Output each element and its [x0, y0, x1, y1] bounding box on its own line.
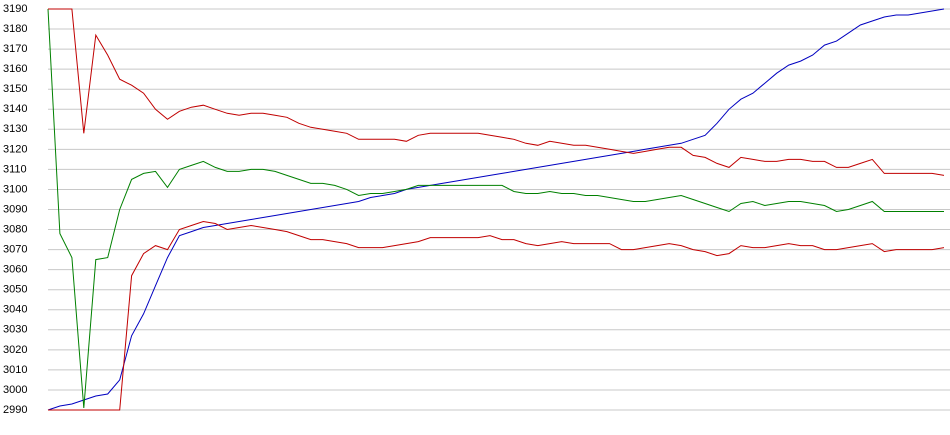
y-tick-label: 3030 — [3, 324, 27, 336]
y-tick-label: 3080 — [3, 223, 27, 235]
y-tick-label: 3000 — [3, 384, 27, 396]
y-tick-label: 3090 — [3, 203, 27, 215]
y-tick-label: 3190 — [3, 3, 27, 15]
series-line — [47, 8, 944, 409]
y-tick-label: 3100 — [3, 183, 27, 195]
y-tick-label: 3130 — [3, 123, 27, 135]
y-tick-label: 3180 — [3, 23, 27, 35]
y-tick-label: 3060 — [3, 264, 27, 276]
y-tick-label: 3040 — [3, 304, 27, 316]
y-tick-label: 3070 — [3, 244, 27, 256]
series-line — [47, 8, 945, 411]
y-tick-label: 3150 — [3, 83, 27, 95]
y-tick-label: 3120 — [3, 143, 27, 155]
y-tick-label: 3010 — [3, 364, 27, 376]
series-line — [48, 8, 945, 176]
y-tick-label: 3110 — [3, 163, 27, 175]
y-tick-label: 3050 — [3, 284, 27, 296]
y-tick-label: 3170 — [3, 43, 27, 55]
series-line — [48, 220, 945, 411]
y-tick-label: 3140 — [3, 103, 27, 115]
y-tick-label: 3160 — [3, 63, 27, 75]
y-tick-label: 2990 — [3, 404, 27, 416]
y-tick-label: 3020 — [3, 344, 27, 356]
